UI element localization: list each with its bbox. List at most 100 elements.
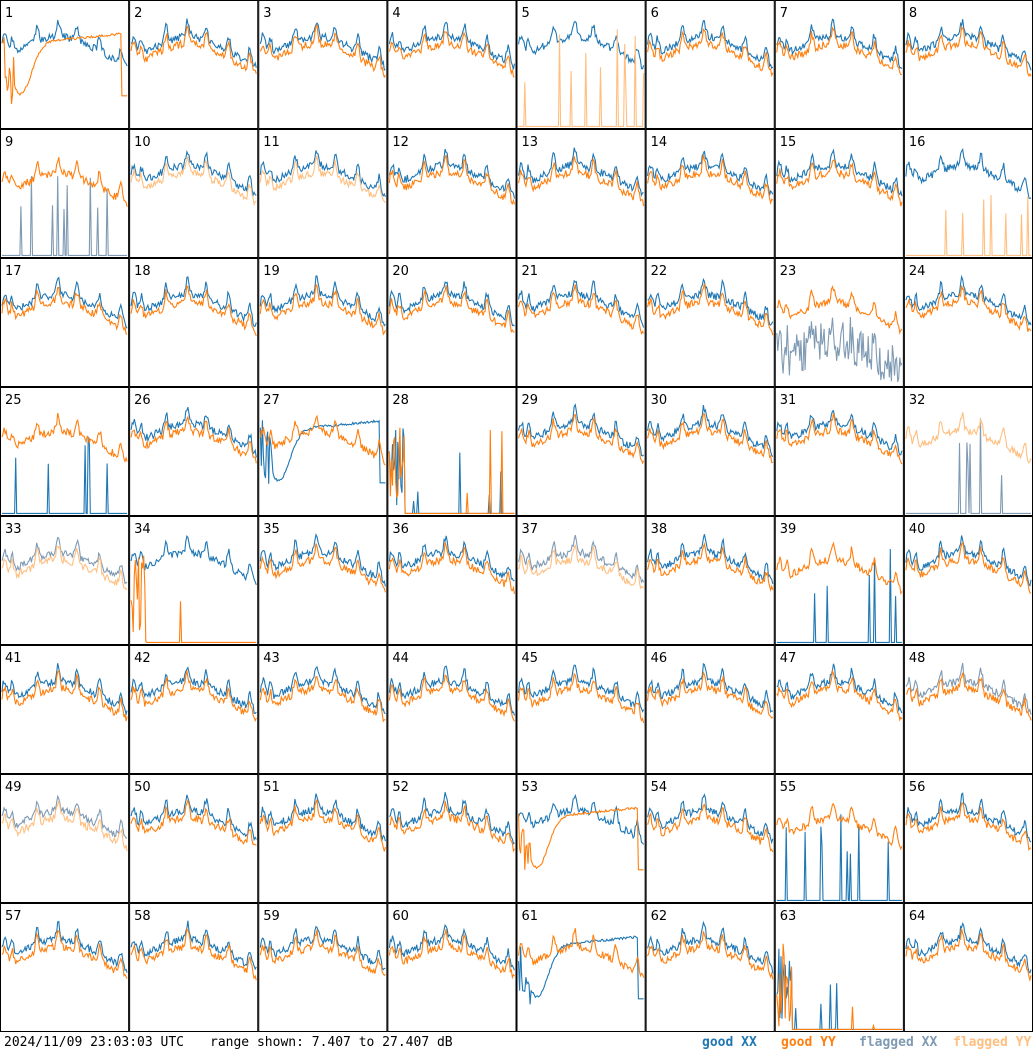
series-yy-tile-47 <box>776 669 903 722</box>
series-xx-tile-40 <box>905 535 1032 587</box>
series-xx-tile-43 <box>259 665 386 715</box>
series-yy-tile-40 <box>905 541 1032 594</box>
series-xx-tile-44 <box>388 665 516 716</box>
series-yy-tile-58 <box>130 928 257 981</box>
tile-label: 54 <box>651 780 668 795</box>
series-xx-tile-25 <box>2 436 128 514</box>
tile-frame <box>387 0 517 129</box>
series-yy-tile-56 <box>905 802 1032 852</box>
range-readout: range shown: 7.407 to 27.407 dB <box>210 1035 453 1050</box>
tile-label: 16 <box>909 135 926 150</box>
tile-1: 1 <box>0 0 130 129</box>
tile-64: 64 <box>903 903 1033 1032</box>
series-yy-tile-39 <box>776 541 903 595</box>
tile-46: 46 <box>645 645 775 774</box>
tile-label: 61 <box>522 909 539 924</box>
tile-32: 32 <box>903 387 1033 516</box>
series-yy-tile-27 <box>259 414 386 466</box>
tile-34: 34 <box>129 516 259 645</box>
tile-label: 51 <box>263 780 280 795</box>
tile-36: 36 <box>387 516 517 645</box>
series-xx-tile-6 <box>647 20 774 70</box>
series-yy-tile-25 <box>1 412 128 463</box>
series-yy-tile-29 <box>517 413 645 465</box>
tile-label: 47 <box>780 651 797 666</box>
tile-label: 39 <box>780 522 797 537</box>
series-xx-tile-50 <box>130 794 257 842</box>
tile-label: 28 <box>392 393 409 408</box>
series-xx-tile-30 <box>647 405 774 457</box>
series-yy-tile-50 <box>130 798 257 846</box>
tile-label: 43 <box>263 651 280 666</box>
tile-63: 63 <box>774 903 904 1032</box>
tile-5: 5 <box>516 0 646 129</box>
tile-48: 48 <box>903 645 1033 774</box>
tile-9: 9 <box>0 129 130 258</box>
series-yy-tile-14 <box>647 154 774 206</box>
series-xx-tile-1 <box>1 19 128 67</box>
tile-label: 52 <box>392 780 409 795</box>
series-xx-tile-45 <box>517 664 645 713</box>
tile-42: 42 <box>129 645 259 774</box>
tile-label: 17 <box>5 264 22 279</box>
tile-3: 3 <box>258 0 388 129</box>
series-xx-tile-31 <box>776 410 903 456</box>
tile-label: 1 <box>5 6 13 21</box>
series-yy-tile-19 <box>259 283 386 336</box>
tile-37: 37 <box>516 516 646 645</box>
tile-label: 3 <box>263 6 271 21</box>
series-yy-tile-31 <box>776 413 903 465</box>
tile-frame <box>129 774 259 903</box>
tile-label: 57 <box>5 909 22 924</box>
series-yy-tile-12 <box>388 154 516 205</box>
series-xx-tile-33 <box>1 536 128 585</box>
series-xx-tile-64 <box>905 922 1032 974</box>
series-xx-tile-9 <box>2 176 128 256</box>
tile-label: 11 <box>263 135 280 150</box>
tile-8: 8 <box>903 0 1033 129</box>
tile-label: 5 <box>522 6 530 21</box>
series-xx-tile-13 <box>517 147 644 197</box>
tile-frame <box>774 258 904 387</box>
series-yy-tile-6 <box>647 28 774 78</box>
tile-44: 44 <box>387 645 517 774</box>
series-yy-tile-64 <box>905 928 1032 982</box>
tile-frame <box>645 0 775 129</box>
tile-35: 35 <box>258 516 388 645</box>
tile-28: 28 <box>387 387 517 516</box>
series-xx-tile-39 <box>776 548 902 643</box>
series-yy-tile-60 <box>388 928 515 980</box>
series-yy-tile-36 <box>388 542 516 595</box>
series-yy-tile-48 <box>905 672 1032 721</box>
series-xx-tile-59 <box>259 925 386 971</box>
series-xx-tile-35 <box>259 533 386 587</box>
series-yy-tile-21 <box>517 284 645 335</box>
series-yy-tile-49 <box>1 800 128 852</box>
tile-14: 14 <box>645 129 775 258</box>
tile-29: 29 <box>516 387 646 516</box>
series-yy-tile-34 <box>130 555 257 643</box>
legend-good-yy: good YY <box>781 1035 836 1050</box>
timestamp: 2024/11/09 23:03:03 UTC <box>4 1035 185 1050</box>
tile-19: 19 <box>258 258 388 387</box>
series-xx-tile-38 <box>647 534 774 585</box>
tile-52: 52 <box>387 774 517 903</box>
tile-frame <box>387 774 517 903</box>
legend-flagged-xx: flagged XX <box>859 1035 938 1050</box>
series-yy-tile-55 <box>776 803 903 851</box>
series-yy-tile-9 <box>1 157 128 207</box>
tile-38: 38 <box>645 516 775 645</box>
series-xx-tile-32 <box>905 418 1031 514</box>
tile-frame <box>258 0 388 129</box>
tile-7: 7 <box>774 0 904 129</box>
tile-56: 56 <box>903 774 1033 903</box>
series-yy-tile-33 <box>1 544 128 591</box>
series-yy-tile-2 <box>130 24 257 74</box>
tile-frame <box>903 903 1033 1032</box>
tile-frame <box>645 258 775 387</box>
series-xx-tile-51 <box>259 793 386 842</box>
tile-frame <box>129 0 259 129</box>
tile-label: 26 <box>134 393 151 408</box>
tile-frame <box>774 516 904 645</box>
